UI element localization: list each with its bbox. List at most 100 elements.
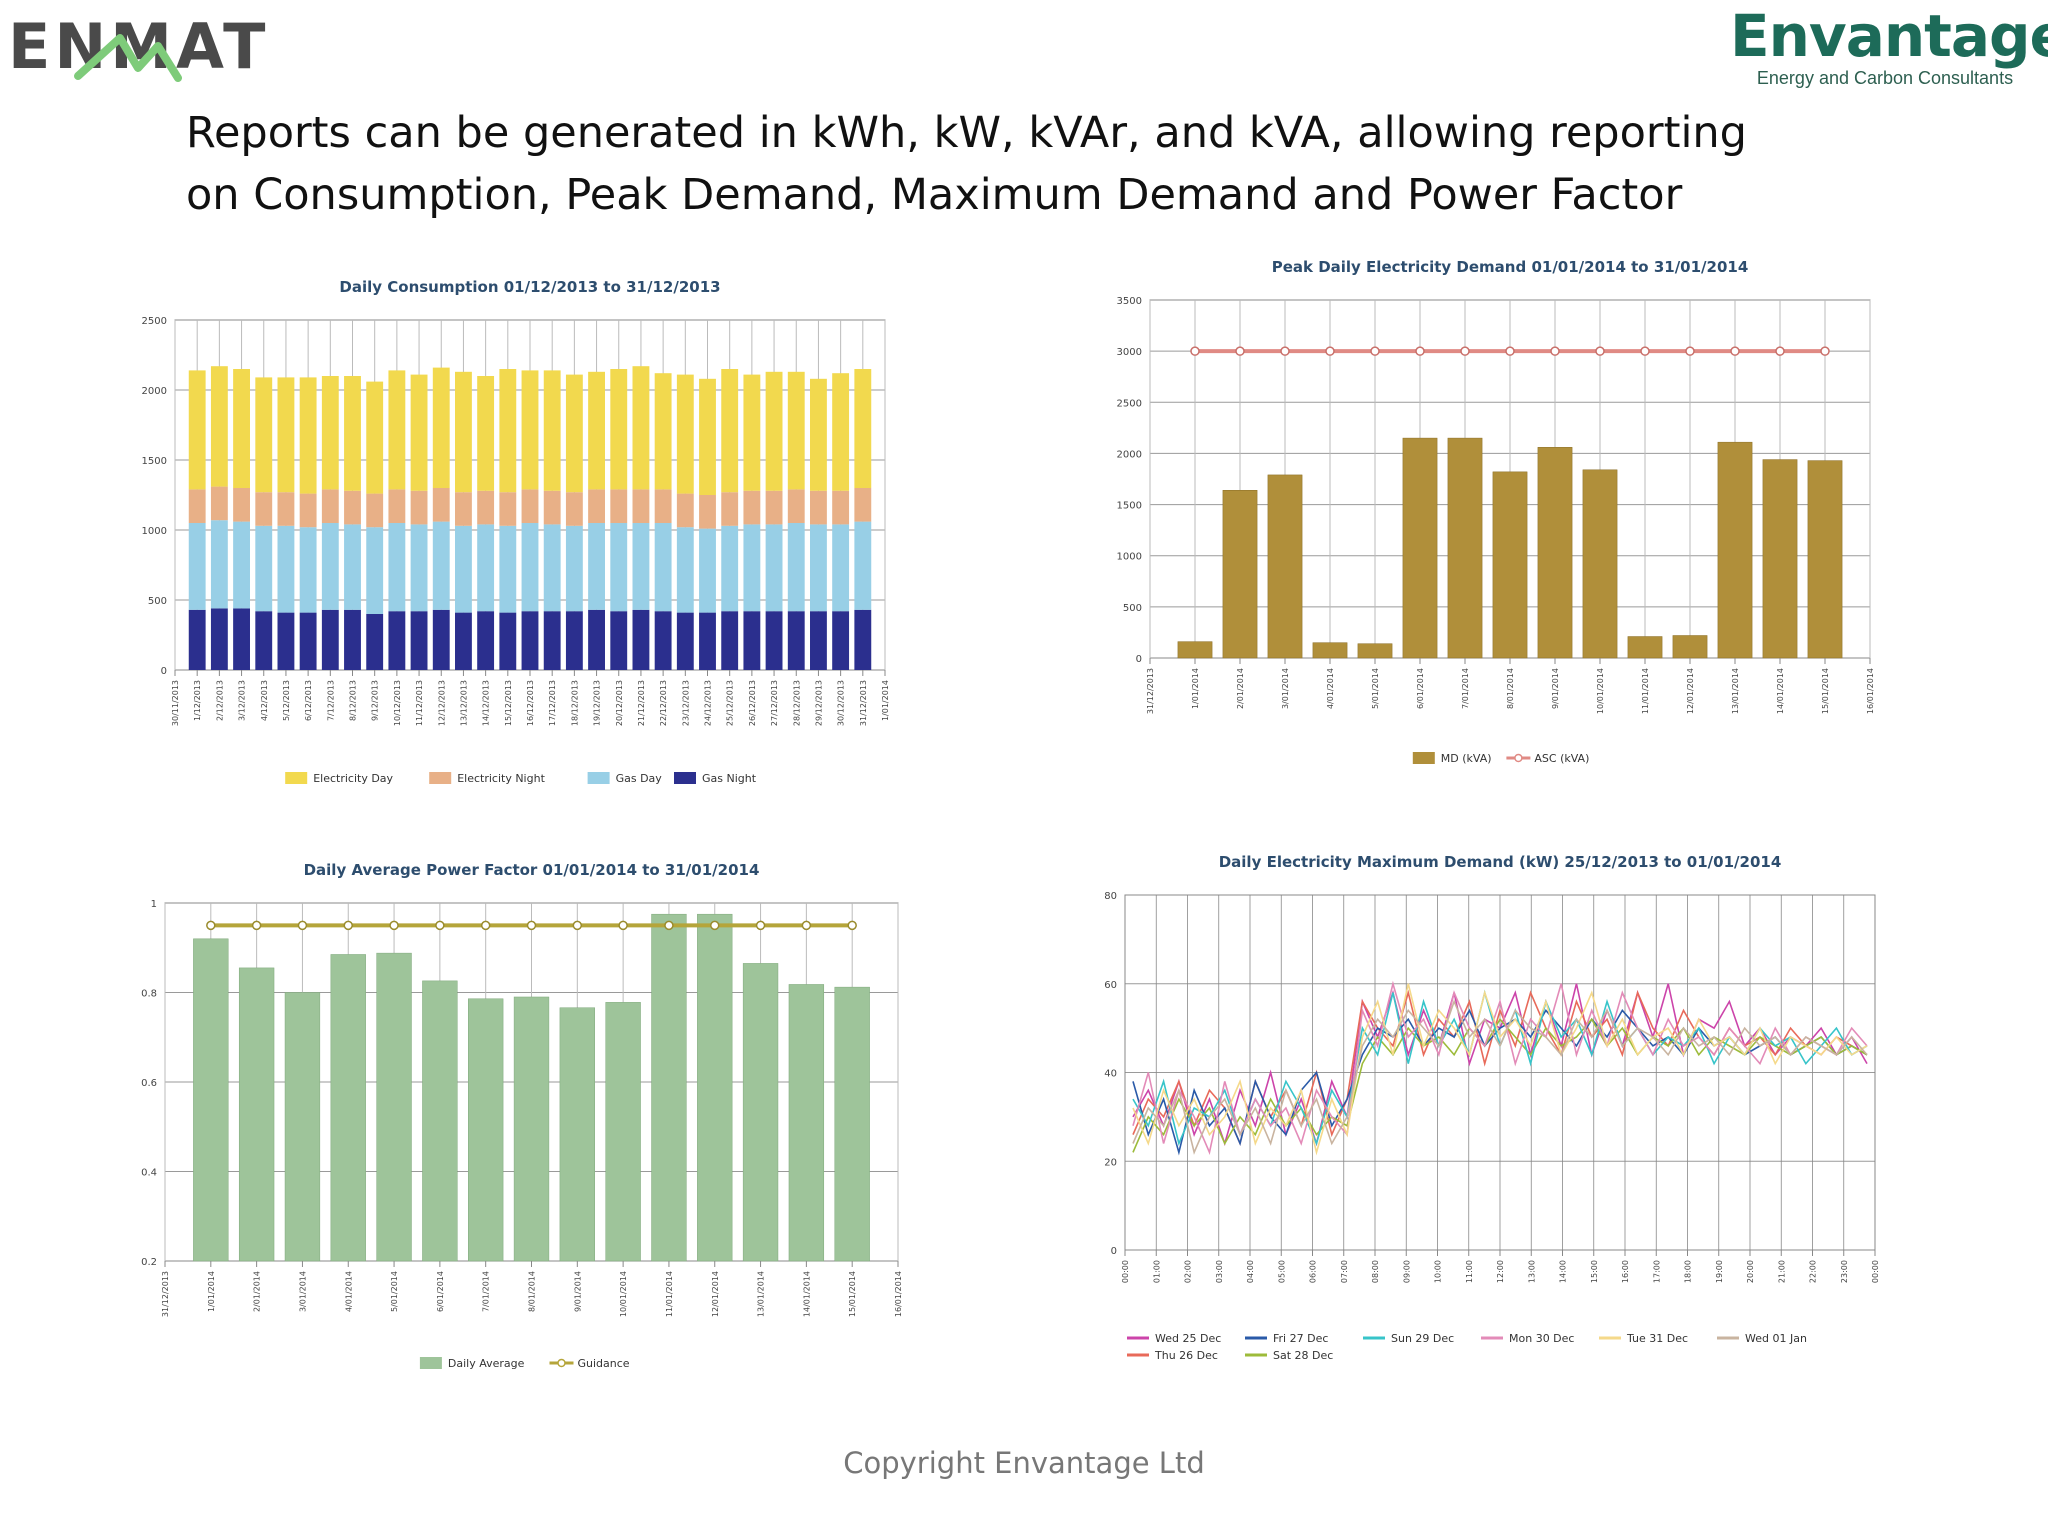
legend-label: Electricity Night	[457, 772, 545, 785]
bar-segment	[654, 373, 672, 490]
x-tick-label: 7/12/2013	[326, 680, 335, 721]
bar-segment	[543, 524, 561, 612]
bar-segment	[521, 523, 539, 612]
bar-segment	[477, 524, 495, 612]
y-tick-label: 1	[151, 899, 157, 910]
legend-label: Tue 31 Dec	[1626, 1332, 1688, 1345]
y-tick-label: 40	[1104, 1069, 1117, 1080]
bar-segment	[432, 488, 450, 522]
asc-point	[1460, 346, 1470, 356]
bar-segment	[255, 611, 273, 670]
legend-marker	[1514, 753, 1523, 763]
y-tick-label: 3500	[1117, 296, 1142, 307]
guidance-point	[389, 920, 399, 931]
x-tick-label: 3/01/2014	[1281, 668, 1290, 709]
bar-segment	[543, 611, 561, 670]
x-tick-label: 18/12/2013	[570, 680, 579, 726]
enmat-logo-text: ENMAT	[8, 10, 269, 83]
x-tick-label: 00:00	[1871, 1260, 1880, 1283]
bar-segment	[787, 611, 805, 670]
bar-segment	[543, 370, 561, 491]
asc-point	[1640, 346, 1650, 356]
y-tick-label: 60	[1104, 980, 1117, 991]
asc-point	[1820, 346, 1830, 356]
pf-bar	[284, 992, 321, 1262]
x-tick-label: 8/01/2014	[1506, 668, 1515, 709]
x-tick-label: 27/12/2013	[770, 680, 779, 726]
y-tick-label: 0.6	[141, 1078, 157, 1089]
x-tick-label: 4/12/2013	[260, 680, 269, 721]
guidance-point	[618, 920, 628, 931]
bar-segment	[455, 525, 472, 613]
peak-demand-chart: Peak Daily Electricity Demand 01/01/2014…	[1117, 258, 1875, 765]
bar-segment	[699, 378, 716, 495]
x-tick-label: 07:00	[1340, 1260, 1349, 1283]
x-tick-label: 23:00	[1840, 1260, 1849, 1283]
bar-segment	[432, 367, 450, 488]
bar-segment	[344, 609, 361, 670]
guidance-point	[755, 920, 766, 931]
x-tick-label: 4/01/2014	[1326, 668, 1335, 709]
x-tick-label: 16/01/2014	[1866, 668, 1875, 714]
x-tick-label: 9/01/2014	[573, 1271, 582, 1312]
legend-label: Thu 26 Dec	[1154, 1349, 1218, 1362]
md-bar	[1492, 471, 1528, 659]
bar-segment	[277, 377, 295, 493]
max-demand-chart: Daily Electricity Maximum Demand (kW) 25…	[1104, 853, 1880, 1362]
x-tick-label: 14/01/2014	[802, 1271, 811, 1317]
pf-bar	[238, 967, 275, 1262]
bar-segment	[321, 523, 339, 610]
bar-segment	[521, 370, 539, 490]
x-tick-label: 10/01/2014	[619, 1271, 628, 1317]
x-tick-label: 5/12/2013	[282, 680, 291, 721]
envantage-logo: Envantage Energy and Carbon Consultants	[1730, 2, 2048, 89]
bar-segment	[188, 609, 206, 670]
x-tick-label: 03:00	[1215, 1260, 1224, 1283]
guidance-point	[251, 920, 262, 931]
y-tick-label: 0.8	[141, 989, 157, 1000]
bar-segment	[521, 611, 539, 670]
y-tick-label: 2000	[142, 386, 167, 397]
legend-label: Gas Night	[702, 772, 757, 785]
chart-title: Daily Electricity Maximum Demand (kW) 25…	[1219, 853, 1782, 871]
pf-bar	[605, 1002, 641, 1262]
bar-segment	[810, 524, 827, 612]
x-tick-label: 5/01/2014	[1371, 668, 1380, 709]
x-tick-label: 21:00	[1777, 1260, 1786, 1283]
bar-segment	[610, 369, 628, 490]
bar-segment	[299, 612, 317, 670]
x-tick-label: 6/01/2014	[436, 1271, 445, 1312]
pf-bar	[422, 980, 458, 1262]
legend-swatch	[587, 772, 610, 784]
x-tick-label: 10/12/2013	[393, 680, 402, 726]
bar-segment	[721, 525, 739, 612]
bar-segment	[654, 611, 672, 670]
bar-segment	[787, 371, 805, 490]
legend-swatch	[1412, 752, 1435, 764]
bar-segment	[344, 376, 361, 491]
bar-segment	[654, 523, 672, 612]
md-bar	[1402, 437, 1438, 659]
envantage-logo-name: Envantage	[1730, 2, 2048, 70]
x-tick-label: 12/12/2013	[437, 680, 446, 726]
x-tick-label: 15/01/2014	[848, 1271, 857, 1317]
bar-segment	[676, 374, 694, 494]
x-tick-label: 25/12/2013	[726, 680, 735, 726]
bar-segment	[676, 493, 694, 528]
asc-point	[1235, 346, 1245, 356]
headline-line-2: on Consumption, Peak Demand, Maximum Dem…	[186, 170, 1683, 220]
asc-point	[1505, 346, 1515, 356]
asc-point	[1280, 346, 1290, 356]
bar-segment	[676, 612, 694, 670]
asc-point	[1595, 346, 1605, 356]
bar-segment	[233, 521, 250, 609]
pf-bar	[559, 1007, 595, 1262]
bar-segment	[188, 489, 206, 523]
y-tick-label: 0.2	[141, 1257, 157, 1268]
bar-segment	[810, 378, 827, 491]
x-tick-label: 05:00	[1277, 1260, 1286, 1283]
bar-segment	[588, 609, 605, 670]
x-tick-label: 12/01/2014	[1686, 668, 1695, 714]
bar-segment	[432, 521, 450, 610]
legend-label: Guidance	[578, 1357, 630, 1370]
